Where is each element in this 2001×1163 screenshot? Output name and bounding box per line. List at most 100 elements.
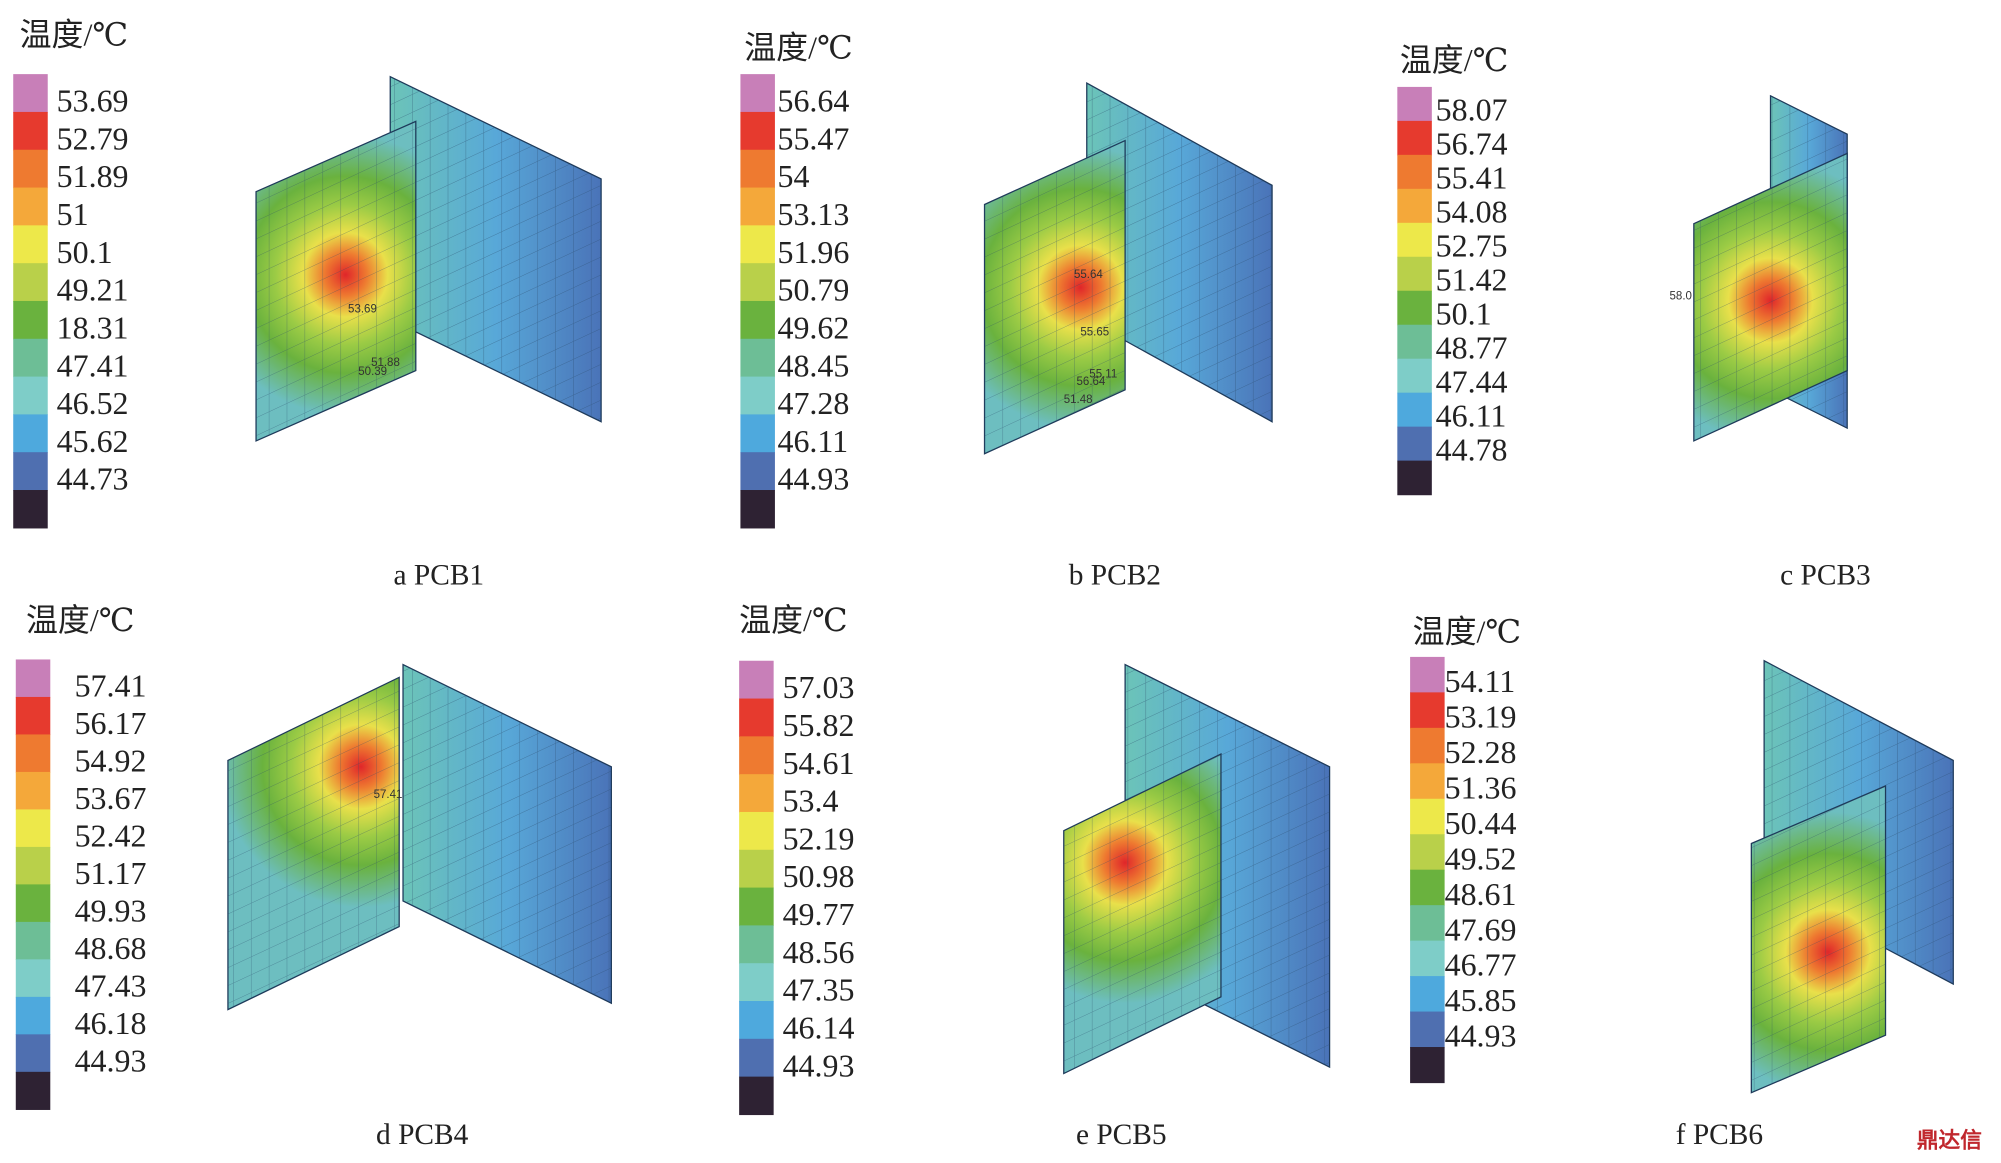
front-board-grid: [984, 140, 1126, 454]
legend-label: 52.42: [75, 819, 147, 854]
legend-swatch: [1410, 1011, 1445, 1048]
legend-label: 58.07: [1436, 93, 1508, 128]
legend-label: 48.68: [75, 931, 147, 966]
watermark: 鼎达信: [1917, 1127, 1982, 1153]
legend-swatch: [740, 300, 775, 340]
legend-label: 55.47: [777, 121, 849, 156]
legend-swatch: [13, 300, 48, 340]
legend-swatch: [13, 263, 48, 302]
annotation: 58.0: [1670, 291, 1692, 303]
legend-label: 49.62: [777, 310, 849, 345]
legend-swatch: [739, 736, 774, 775]
legend-swatch: [740, 225, 775, 264]
legend-label: 50.79: [777, 273, 849, 308]
legend-swatch: [739, 1001, 774, 1040]
legend-label: 50.98: [783, 859, 855, 894]
legend-label: 48.45: [777, 348, 849, 383]
legend-label: 51.42: [1436, 262, 1508, 297]
panel: 温度/℃53.6952.7951.895150.149.2118.3147.41…: [13, 18, 602, 591]
legend-label: 44.93: [1445, 1019, 1517, 1054]
legend-label: 51.17: [75, 856, 147, 891]
legend-swatch: [739, 698, 774, 737]
legend-swatch: [739, 660, 774, 700]
legend-label: 46.11: [777, 424, 848, 459]
legend-title: 温度/℃: [1400, 43, 1508, 78]
front-board-grid: [1693, 153, 1848, 441]
legend-swatch: [13, 74, 48, 113]
panel: 温度/℃ 57.0355.8254.6153.452.1950.9849.7748…: [739, 603, 1331, 1151]
annotation: 56.64: [1077, 376, 1106, 388]
legend-swatch: [15, 1071, 51, 1110]
legend-label: 44.73: [57, 462, 129, 497]
legend-label: 54: [777, 159, 809, 194]
legend-label: 52.79: [57, 121, 129, 156]
front-board-grid: [256, 121, 416, 441]
legend-swatch: [739, 1076, 774, 1116]
legend-label: 44.93: [777, 462, 849, 497]
legend-title: 温度/℃: [1413, 615, 1521, 650]
legend-swatch: [740, 452, 775, 491]
legend-label: 46.14: [783, 1010, 855, 1045]
legend-swatch: [740, 187, 775, 226]
legend-swatch: [13, 376, 48, 416]
legend-label: 47.69: [1445, 912, 1517, 947]
legend-swatch: [1397, 460, 1432, 496]
legend-label: 47.41: [57, 348, 129, 383]
legend-label: 50.1: [1436, 296, 1492, 331]
legend-label: 52.19: [783, 821, 855, 856]
legend-swatch: [13, 187, 48, 226]
legend-label: 49.52: [1445, 841, 1517, 876]
front-board-grid: [1751, 785, 1886, 1093]
legend-label: 46.11: [1436, 398, 1507, 433]
legend-swatch: [1410, 1047, 1445, 1084]
legend-swatch: [740, 414, 775, 453]
legend-swatch: [1410, 692, 1445, 729]
front-board-grid: [1063, 754, 1221, 1074]
annotation: 50.39: [358, 366, 387, 378]
legend-swatch: [1397, 324, 1432, 360]
legend-swatch: [1410, 656, 1445, 694]
legend-swatch: [15, 734, 51, 773]
caption: e PCB5: [1076, 1119, 1167, 1151]
legend-label: 54.61: [783, 746, 855, 781]
front-board-grid: [227, 677, 400, 1010]
legend-label: 44.93: [75, 1043, 147, 1078]
back-board-grid: [390, 76, 602, 422]
legend-swatch: [740, 111, 775, 151]
legend-swatch: [1410, 976, 1445, 1013]
legend-title: 温度/℃: [26, 603, 134, 638]
legend-label: 51.89: [57, 159, 129, 194]
legend-label: 47.44: [1436, 364, 1508, 399]
legend-label: 53.19: [1445, 699, 1517, 734]
back-board-grid: [1086, 83, 1273, 422]
legend-label: 44.93: [783, 1048, 855, 1083]
legend-swatch: [1410, 763, 1445, 800]
legend-label: 49.93: [75, 894, 147, 929]
legend-label: 54.11: [1445, 664, 1516, 699]
legend-label: 56.17: [75, 706, 147, 741]
caption: d PCB4: [376, 1119, 469, 1151]
annotation: 55.11: [1089, 368, 1117, 380]
legend-swatch: [740, 376, 775, 416]
legend-label: 48.56: [783, 935, 855, 970]
legend-swatch: [13, 338, 48, 378]
legend-label: 51: [57, 197, 89, 232]
caption: a PCB1: [394, 559, 485, 591]
legend-swatch: [1410, 869, 1445, 906]
legend-label: 50.44: [1445, 806, 1517, 841]
legend-swatch: [13, 414, 48, 453]
legend-swatch: [1397, 256, 1432, 292]
legend-title: 温度/℃: [739, 603, 847, 638]
legend-swatch: [1397, 188, 1432, 224]
panel: 温度/℃57.4156.1754.9253.6752.4251.1749.934…: [15, 603, 612, 1151]
legend-swatch: [1397, 222, 1432, 258]
legend-label: 44.78: [1436, 432, 1508, 467]
legend-swatch: [15, 884, 51, 923]
legend-label: 52.28: [1445, 735, 1517, 770]
legend-swatch: [740, 149, 775, 189]
legend-label: 56.74: [1436, 127, 1508, 162]
caption: b PCB2: [1069, 559, 1161, 591]
legend-swatch: [13, 225, 48, 264]
legend-label: 50.1: [57, 235, 113, 270]
legend-label: 51.96: [777, 235, 849, 270]
